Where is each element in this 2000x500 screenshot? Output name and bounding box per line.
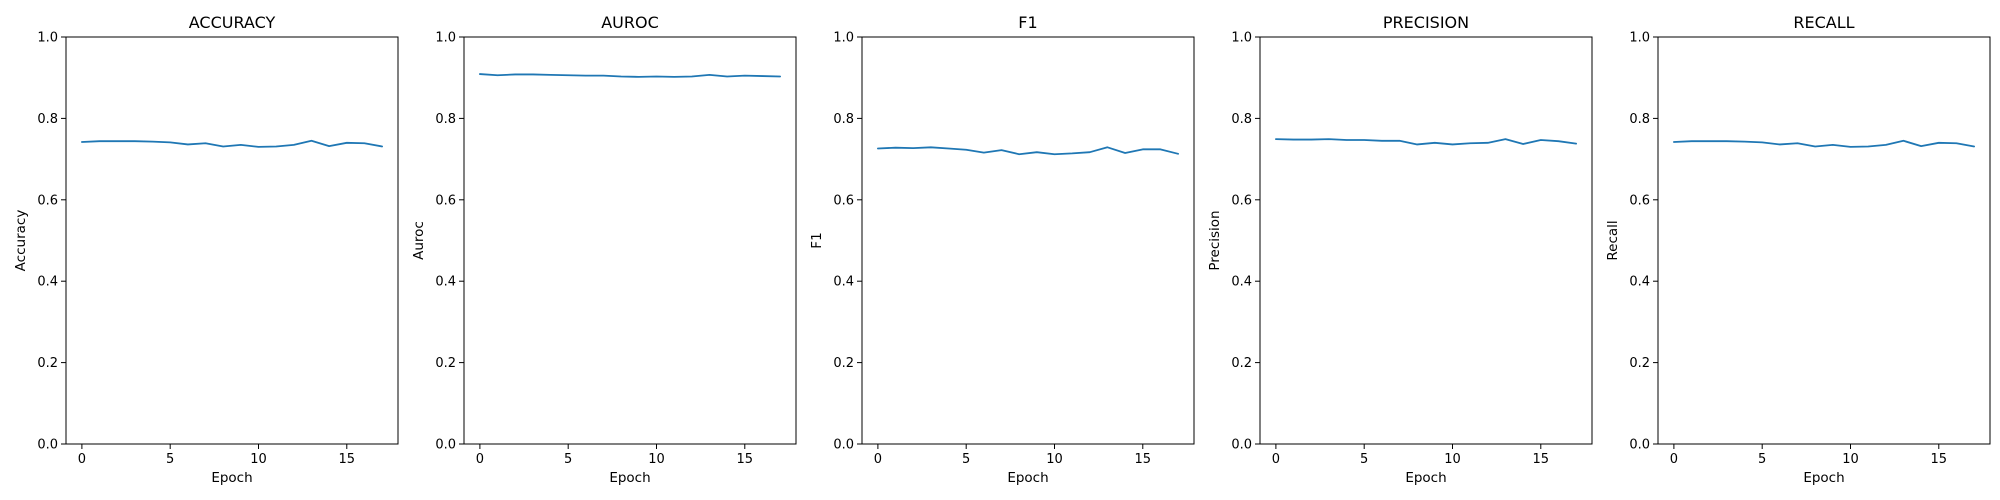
chart-panel-f1: F1 0 5 10 15 0.0 0.2 0.4 0.6 0.8 1.0 Epoch F1 xyxy=(809,13,1195,486)
y-tick-label: 0.4 xyxy=(435,275,456,290)
x-axis-label: Epoch xyxy=(1007,470,1048,486)
x-tick-label: 15 xyxy=(737,452,754,467)
y-tick-label: 0.4 xyxy=(37,275,58,290)
x-tick-label: 0 xyxy=(874,452,882,467)
y-tick-label: 1.0 xyxy=(37,31,58,46)
chart-title: F1 xyxy=(1018,13,1037,32)
y-tick-label: 0.4 xyxy=(1231,275,1252,290)
x-tick-label: 15 xyxy=(1533,452,1550,467)
chart-panel-precision: PRECISION 0 5 10 15 0.0 0.2 0.4 0.6 0.8 1.0 Epoch Pr… xyxy=(1207,13,1593,486)
y-axis-label: Accuracy xyxy=(13,210,29,272)
y-tick-label: 1.0 xyxy=(1231,31,1252,46)
x-tick-label: 5 xyxy=(564,452,572,467)
chart-title: AUROC xyxy=(601,13,659,32)
y-axis-label: Recall xyxy=(1605,220,1621,260)
series-line xyxy=(876,146,1180,156)
y-axis-label: Auroc xyxy=(411,221,427,260)
x-tick-label: 10 xyxy=(250,452,267,467)
x-tick-label: 5 xyxy=(1758,452,1766,467)
x-tick-label: 15 xyxy=(1931,452,1948,467)
series-line xyxy=(478,73,782,78)
plot-frame xyxy=(1657,36,1991,445)
plot-frame xyxy=(861,36,1195,445)
chart-panel-accuracy: ACCURACY 0 5 10 15 0.0 0.2 0.4 0.6 0.8 1.0 Epoch Acc… xyxy=(13,13,399,486)
y-tick-label: 0.2 xyxy=(435,356,456,371)
y-tick-label: 0.8 xyxy=(37,112,58,127)
y-axis-label: Precision xyxy=(1207,210,1223,270)
x-tick-label: 5 xyxy=(962,452,970,467)
y-tick-label: 0.2 xyxy=(37,356,58,371)
plot-frame xyxy=(65,36,399,445)
x-axis-label: Epoch xyxy=(1405,470,1446,486)
y-tick-label: 0.6 xyxy=(435,193,456,208)
x-tick-label: 15 xyxy=(339,452,356,467)
series-line xyxy=(80,139,384,148)
y-tick-label: 1.0 xyxy=(435,31,456,46)
y-tick-label: 1.0 xyxy=(1629,31,1650,46)
chart-title: RECALL xyxy=(1793,13,1854,32)
x-tick-label: 0 xyxy=(476,452,484,467)
x-tick-label: 10 xyxy=(648,452,665,467)
y-axis-label: F1 xyxy=(809,232,825,248)
x-axis-label: Epoch xyxy=(211,470,252,486)
y-tick-label: 0.8 xyxy=(1231,112,1252,127)
y-tick-label: 0.0 xyxy=(435,438,456,453)
x-axis-label: Epoch xyxy=(609,470,650,486)
chart-title: PRECISION xyxy=(1383,13,1469,32)
x-axis-label: Epoch xyxy=(1803,470,1844,486)
y-tick-label: 0.6 xyxy=(1629,193,1650,208)
y-tick-label: 1.0 xyxy=(833,31,854,46)
y-tick-label: 0.8 xyxy=(1629,112,1650,127)
x-tick-label: 0 xyxy=(1272,452,1280,467)
plot-frame xyxy=(1259,36,1593,445)
y-tick-label: 0.4 xyxy=(833,275,854,290)
y-tick-label: 0.4 xyxy=(1629,275,1650,290)
x-tick-label: 0 xyxy=(78,452,86,467)
x-tick-label: 5 xyxy=(166,452,174,467)
y-tick-label: 0.2 xyxy=(1629,356,1650,371)
y-tick-label: 0.8 xyxy=(833,112,854,127)
x-tick-label: 0 xyxy=(1670,452,1678,467)
chart-title: ACCURACY xyxy=(189,13,276,32)
series-line xyxy=(1672,139,1976,148)
x-tick-label: 10 xyxy=(1842,452,1859,467)
chart-panel-recall: RECALL 0 5 10 15 0.0 0.2 0.4 0.6 0.8 1.0 Epoch Recal… xyxy=(1605,13,1991,486)
y-tick-label: 0.0 xyxy=(1629,438,1650,453)
y-tick-label: 0.6 xyxy=(1231,193,1252,208)
x-tick-label: 5 xyxy=(1360,452,1368,467)
y-tick-label: 0.0 xyxy=(833,438,854,453)
y-tick-label: 0.0 xyxy=(1231,438,1252,453)
x-tick-label: 15 xyxy=(1135,452,1152,467)
plot-frame xyxy=(463,36,797,445)
y-tick-label: 0.2 xyxy=(1231,356,1252,371)
series-line xyxy=(1274,138,1578,146)
y-tick-label: 0.8 xyxy=(435,112,456,127)
x-tick-label: 10 xyxy=(1444,452,1461,467)
chart-panel-auroc: AUROC 0 5 10 15 0.0 0.2 0.4 0.6 0.8 1.0 Epoch Auroc xyxy=(411,13,797,486)
y-tick-label: 0.6 xyxy=(37,193,58,208)
x-tick-label: 10 xyxy=(1046,452,1063,467)
y-tick-label: 0.6 xyxy=(833,193,854,208)
y-tick-label: 0.2 xyxy=(833,356,854,371)
y-tick-label: 0.0 xyxy=(37,438,58,453)
